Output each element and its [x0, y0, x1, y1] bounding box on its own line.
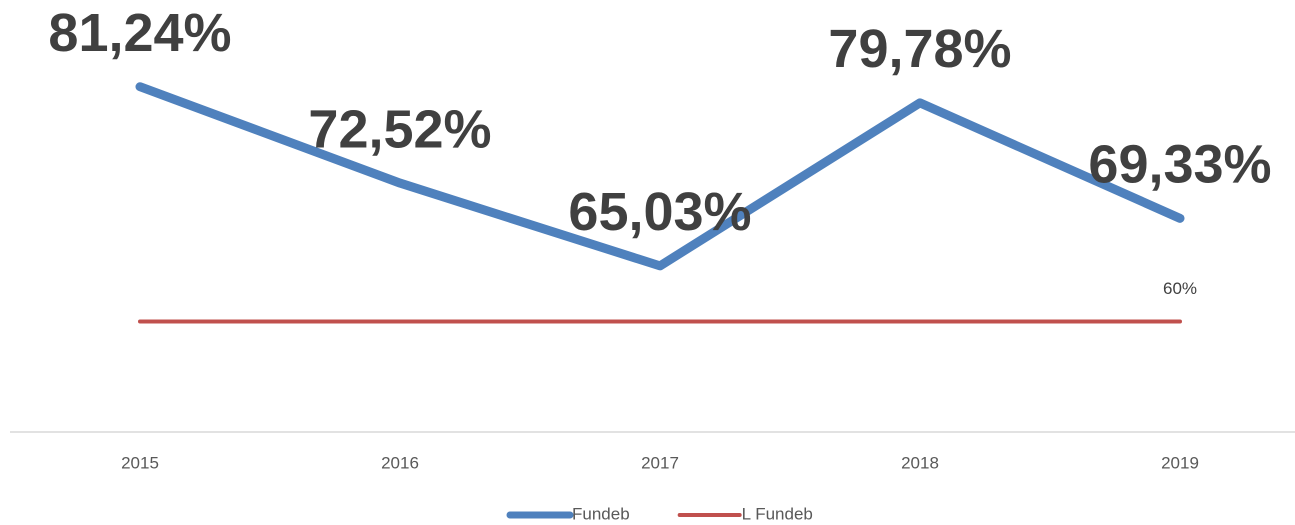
data-label: 65,03% — [568, 182, 751, 242]
data-label: 69,33% — [1088, 135, 1271, 195]
legend-label: L Fundeb — [742, 504, 813, 523]
data-label: 81,24% — [48, 3, 231, 63]
legend-label: Fundeb — [572, 504, 630, 523]
data-label: 60% — [1163, 279, 1197, 298]
data-label: 79,78% — [828, 19, 1011, 79]
x-tick-label: 2019 — [1161, 453, 1199, 472]
data-label: 72,52% — [308, 99, 491, 159]
x-tick-label: 2016 — [381, 453, 419, 472]
x-tick-label: 2017 — [641, 453, 679, 472]
x-tick-label: 2015 — [121, 453, 159, 472]
x-tick-label: 2018 — [901, 453, 939, 472]
series-line — [135, 82, 1185, 271]
